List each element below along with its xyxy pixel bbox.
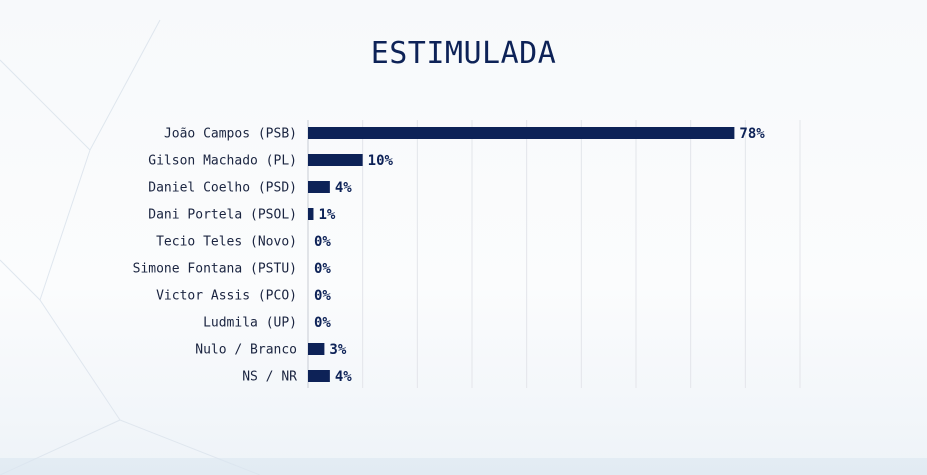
value-label: 4% <box>335 369 352 385</box>
bar <box>308 343 325 355</box>
value-label: 0% <box>314 288 331 304</box>
category-label: Ludmila (UP) <box>203 316 297 331</box>
bar <box>308 154 363 166</box>
category-label: Nulo / Branco <box>195 343 297 358</box>
bar <box>308 208 314 220</box>
bar <box>308 370 330 382</box>
category-label: Simone Fontana (PSTU) <box>133 262 297 277</box>
category-label: Daniel Coelho (PSD) <box>148 181 297 196</box>
category-label: João Campos (PSB) <box>164 127 297 142</box>
value-label: 1% <box>318 207 335 223</box>
bar <box>308 127 735 139</box>
value-label: 10% <box>368 153 394 169</box>
chart-title: ESTIMULADA <box>370 36 557 71</box>
value-label: 0% <box>314 234 331 250</box>
value-label: 0% <box>314 261 331 277</box>
value-label: 0% <box>314 315 331 331</box>
value-label: 3% <box>329 342 346 358</box>
category-label: NS / NR <box>242 370 297 385</box>
category-label: Gilson Machado (PL) <box>148 154 297 169</box>
category-label: Tecio Teles (Novo) <box>156 235 297 250</box>
category-label: Victor Assis (PCO) <box>156 289 297 304</box>
value-label: 4% <box>335 180 352 196</box>
value-label: 78% <box>739 126 765 142</box>
bar <box>308 181 330 193</box>
category-label: Dani Portela (PSOL) <box>148 208 297 223</box>
